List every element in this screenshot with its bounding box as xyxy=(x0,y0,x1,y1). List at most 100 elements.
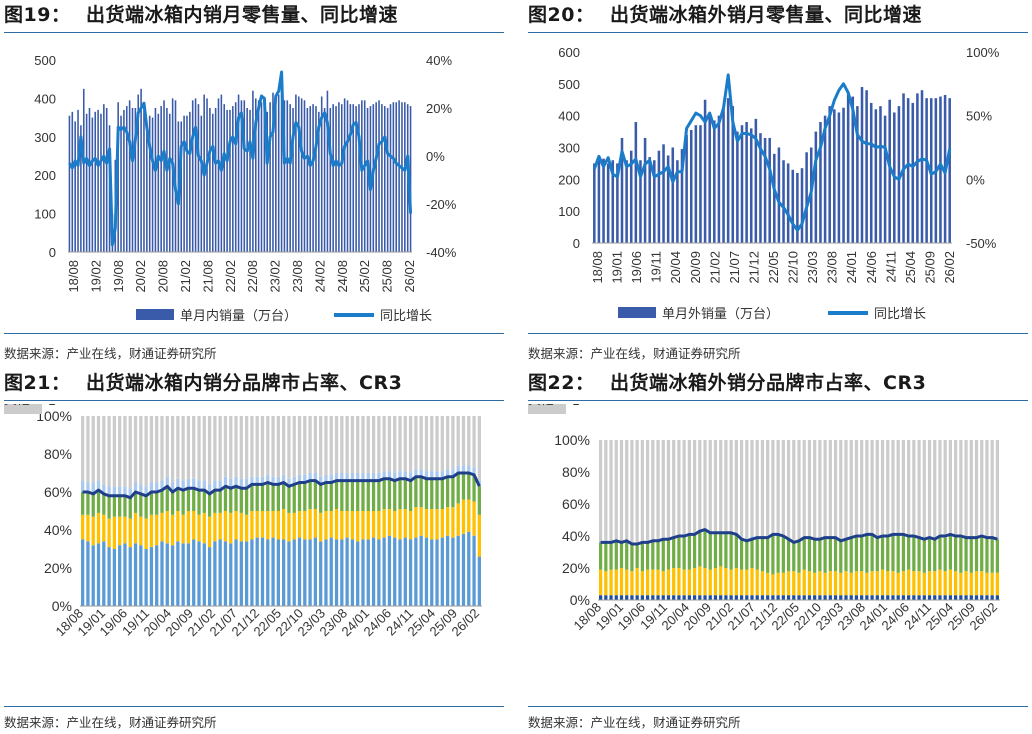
stack-bar-segment xyxy=(112,495,117,517)
stack-bar-segment xyxy=(823,440,827,536)
stack-bar-segment xyxy=(144,495,148,519)
stack-bar-segment xyxy=(933,595,937,600)
stack-bar-segment xyxy=(729,595,733,600)
stack-bar-segment xyxy=(828,595,832,600)
stack-bar-segment xyxy=(128,547,132,606)
stack-bar-segment xyxy=(144,518,148,549)
cr3-line xyxy=(600,528,998,546)
bar xyxy=(736,131,739,243)
stack-bar-segment xyxy=(419,469,423,477)
stack-bar-segment xyxy=(128,488,132,498)
stack-bar-segment xyxy=(244,478,249,489)
bar xyxy=(842,107,845,243)
stack-bar-segment xyxy=(870,440,874,533)
stack-bar-segment xyxy=(207,516,212,548)
stack-bar-segment xyxy=(954,440,958,535)
stack-bar-segment xyxy=(974,595,979,600)
bar xyxy=(939,96,942,243)
stack-bar-segment xyxy=(324,539,328,606)
stack-bar-segment xyxy=(750,440,754,536)
stack-bar-segment xyxy=(266,482,270,511)
stack-bar-segment xyxy=(239,416,243,479)
stack-bar-segment xyxy=(698,595,702,600)
stack-bar-segment xyxy=(719,595,723,600)
stack-bar-segment xyxy=(619,542,624,568)
legend-label: 其他 xyxy=(528,404,554,407)
bar xyxy=(819,122,822,243)
bar xyxy=(223,104,226,252)
stack-bar-segment xyxy=(813,595,817,600)
stack-bar-segment xyxy=(813,440,817,538)
stack-bar-segment xyxy=(954,595,958,600)
y2-tick-label: 0% xyxy=(426,149,445,164)
stack-bar-segment xyxy=(303,474,307,483)
bottom-rule xyxy=(528,706,1028,707)
stack-bar-segment xyxy=(250,476,254,485)
y-tick-label: 80% xyxy=(44,446,72,462)
stack-bar-segment xyxy=(672,568,676,596)
stack-bar-segment xyxy=(719,532,723,567)
stack-bar-segment xyxy=(472,467,476,475)
bar xyxy=(352,104,355,252)
stack-bar-segment xyxy=(445,535,450,606)
stack-bar-segment xyxy=(739,539,744,570)
bar xyxy=(386,108,389,252)
bar xyxy=(948,98,951,244)
stack-bar-segment xyxy=(792,542,796,572)
stack-bar-segment xyxy=(144,416,148,487)
stack-bar-segment xyxy=(371,416,376,473)
stack-bar-segment xyxy=(223,416,228,477)
bar xyxy=(708,115,711,243)
stack-bar-segment xyxy=(282,539,286,606)
stack-bar-segment xyxy=(287,478,291,487)
stack-bar-segment xyxy=(713,440,718,532)
stack-bar-segment xyxy=(943,595,947,600)
stack-bar-segment xyxy=(786,539,791,572)
stack-bar-segment xyxy=(802,569,806,596)
stack-bar-segment xyxy=(682,595,686,600)
bar xyxy=(168,113,171,252)
stack-bar-segment xyxy=(645,569,650,596)
stack-bar-segment xyxy=(170,482,175,492)
figure-number: 图21： xyxy=(4,372,71,394)
bar xyxy=(74,121,76,252)
stack-bar-segment xyxy=(128,497,132,519)
stack-bar-segment xyxy=(818,539,822,572)
stack-bar-segment xyxy=(781,572,785,596)
y-tick-label: 0 xyxy=(573,236,580,251)
stack-bar-segment xyxy=(91,416,95,483)
stack-bar-segment xyxy=(943,571,947,596)
stack-bar-segment xyxy=(133,482,138,492)
stack-bar-segment xyxy=(334,480,339,510)
stack-bar-segment xyxy=(609,542,613,570)
stack-bar-segment xyxy=(329,537,333,606)
stack-bar-segment xyxy=(614,595,618,600)
stack-bar-segment xyxy=(677,440,681,535)
bar xyxy=(68,115,71,253)
stack-bar-segment xyxy=(139,493,143,517)
stack-bar-segment xyxy=(371,480,376,511)
stack-bar-segment xyxy=(880,440,885,535)
stack-bar-segment xyxy=(472,416,476,468)
stack-bar-segment xyxy=(112,549,117,606)
bar xyxy=(865,90,868,243)
bar xyxy=(782,160,785,243)
stack-bar-segment xyxy=(287,512,291,542)
bar xyxy=(85,113,88,252)
bar xyxy=(269,102,271,253)
bar xyxy=(232,106,234,252)
stack-bar-segment xyxy=(713,595,718,600)
x-tick-label: 25/02 xyxy=(357,260,372,293)
figure-title-text: 出货端冰箱外销分品牌市占率、CR3 xyxy=(610,372,927,394)
figure-title-text: 出货端冰箱外销月零售量、同比增速 xyxy=(610,4,923,26)
stack-bar-segment xyxy=(640,595,644,600)
stack-bar-segment xyxy=(202,490,206,513)
stack-bar-segment xyxy=(86,492,90,515)
stack-bar-segment xyxy=(614,569,618,596)
bar xyxy=(606,163,610,243)
stack-bar-segment xyxy=(860,571,864,596)
stack-bar-segment xyxy=(969,440,973,536)
stack-bar-segment xyxy=(202,512,206,544)
stack-bar-segment xyxy=(771,595,775,600)
stack-bar-segment xyxy=(839,440,843,540)
